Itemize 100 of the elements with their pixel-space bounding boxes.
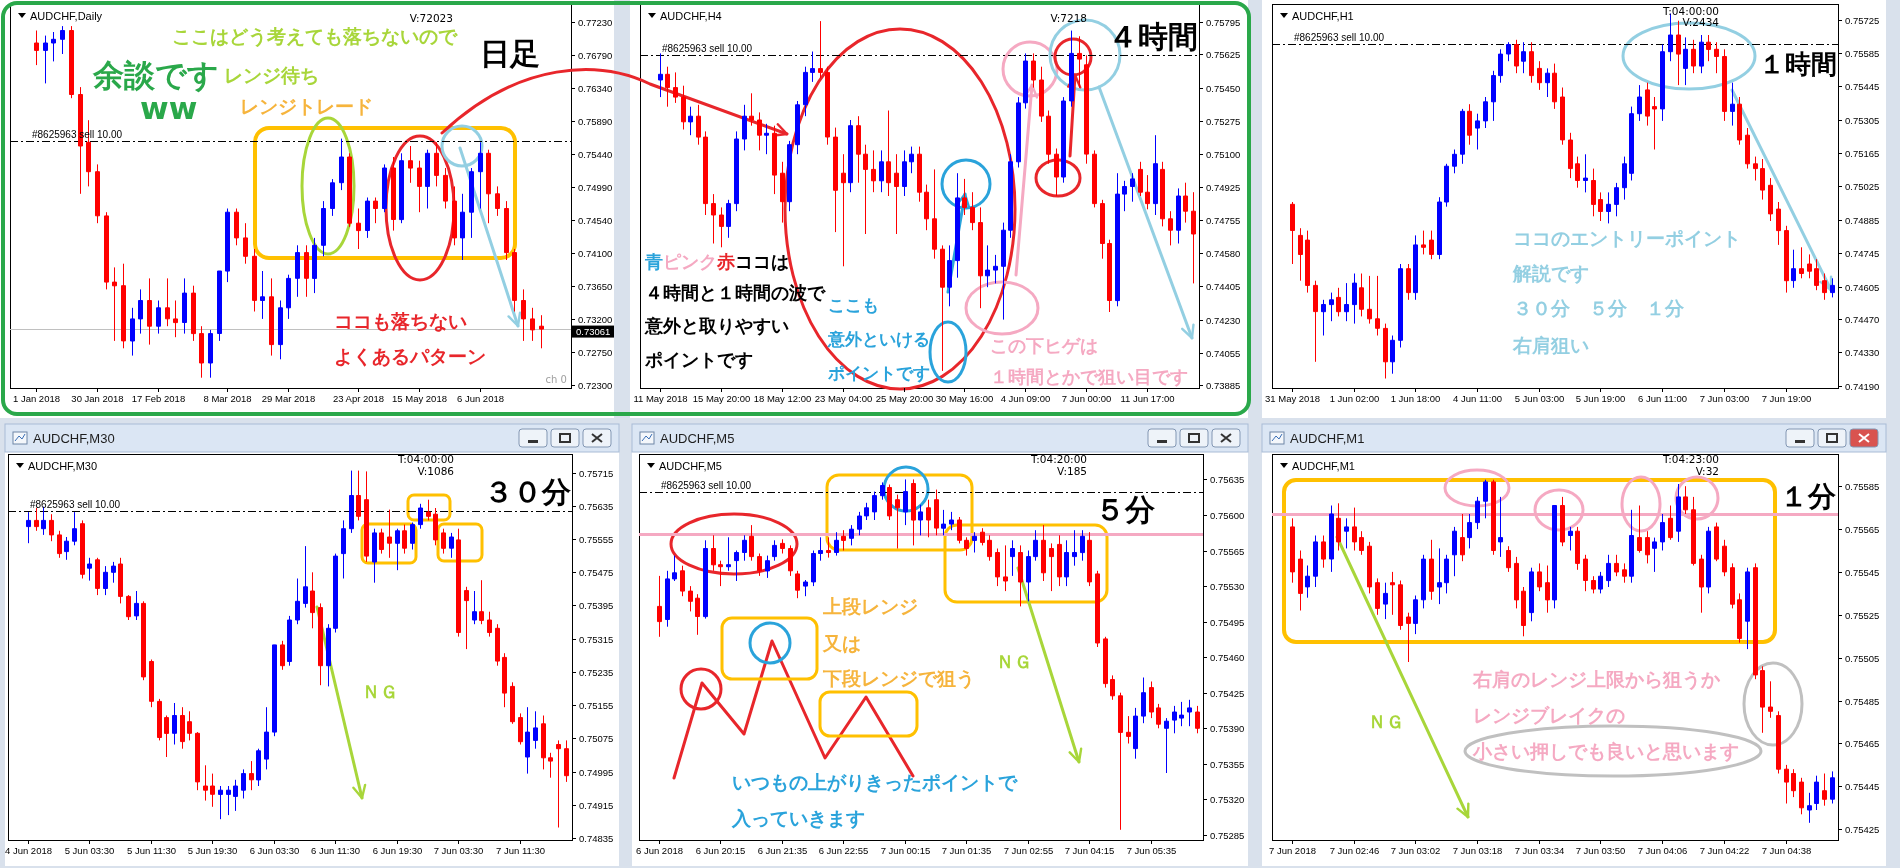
annotation: V:7218 [1050,11,1087,24]
ref-line-label: #8625963 sell 10.00 [1294,31,1385,43]
y-tick-label: 0.75465 [1845,738,1880,749]
y-tick-label: 0.72750 [578,347,613,358]
x-tick-label: 7 Jun 02:46 [1329,845,1380,856]
y-tick-label: 0.75315 [579,634,614,645]
x-tick-label: 11 Jun 17:00 [1120,393,1175,404]
x-tick-label: 5 Jun 11:30 [127,845,176,856]
y-tick-label: 0.75585 [1845,481,1880,492]
x-tick-label: 23 Apr 2018 [332,393,385,404]
annotation: V:2434 [1682,15,1719,28]
annotation: １時間とかで狙い目です [990,366,1188,388]
annotation: 余談です [93,57,219,94]
annotation: 右肩のレンジ上限から狙うか [1473,667,1720,690]
y-tick-label: 0.74470 [1845,314,1880,325]
x-tick-label: 7 Jun 04:06 [1637,845,1688,856]
y-tick-label: 0.74580 [1206,248,1241,259]
ref-line-label: 0.73061 [576,325,611,337]
chart-title: AUDCHF,H4 [660,10,722,22]
y-tick-label: 0.74745 [1845,248,1880,259]
chart-title: AUDCHF,M30 [28,460,98,472]
annotation: T:04:00:00 [1663,4,1719,17]
annotation: 入っていきます [732,806,865,829]
ref-line-label: #8625963 sell 10.00 [661,479,752,491]
y-tick-label: 0.75505 [1845,653,1880,664]
y-tick-label: 0.75495 [1210,617,1245,628]
y-tick-label: 0.73885 [1206,380,1241,391]
y-tick-label: 0.74100 [578,248,613,259]
x-tick-label: 7 Jun 04:38 [1761,845,1812,856]
annotation: いつもの上がりきったポイントで [732,770,1017,793]
x-tick-label: 15 May 20:00 [692,393,751,404]
annotation: １分 [1780,480,1836,514]
y-tick-label: 0.75275 [1206,116,1241,127]
y-tick-label: 0.75565 [1845,524,1880,535]
x-tick-label: 1 Jun 02:00 [1329,393,1380,404]
y-tick-label: 0.77230 [578,17,613,28]
annotation: レンジブレイクの [1473,703,1625,726]
x-tick-label: 6 Jun 2018 [636,845,683,856]
y-tick-label: 0.74835 [579,833,614,844]
x-tick-label: 7 Jun 19:00 [1761,393,1812,404]
annotation: V:32 [1695,464,1719,477]
y-tick-label: 0.75585 [1845,48,1880,59]
x-tick-label: 7 Jun 00:00 [1061,393,1112,404]
annotation: 青 [645,251,663,273]
chart-title: AUDCHF,H1 [1292,10,1354,22]
window-title: AUDCHF,M5 [660,431,735,446]
y-tick-label: 0.75555 [579,534,614,545]
annotation: 下段レンジで狙う [823,666,975,689]
x-tick-label: 6 Jun 11:00 [1638,393,1687,404]
y-tick-label: 0.75445 [1845,781,1880,792]
annotation: ポイントです [645,349,753,371]
annotation: 意外と取りやすい [645,315,789,337]
y-tick-label: 0.74755 [1206,215,1241,226]
annotation: ４時間 [1108,18,1198,54]
annotation: T:04:23:00 [1663,452,1719,465]
x-tick-label: 7 Jun 04:15 [1064,845,1115,856]
annotation: 小さい押しでも良いと思います [1473,739,1739,762]
x-tick-label: 6 Jun 20:15 [695,845,746,856]
x-tick-label: 7 Jun 04:22 [1699,845,1750,856]
x-tick-label: 7 Jun 01:35 [941,845,992,856]
ref-line-label: #8625963 sell 10.00 [30,498,121,510]
y-tick-label: 0.74925 [1206,182,1241,193]
annotation: 解説です [1513,261,1589,284]
y-tick-label: 0.75565 [1210,546,1245,557]
y-tick-label: 0.75475 [579,567,614,578]
x-tick-label: 1 Jan 2018 [13,393,60,404]
y-tick-label: 0.75285 [1210,830,1245,841]
annotation: T:04:20:00 [1031,452,1087,465]
y-tick-label: 0.75635 [579,501,614,512]
y-tick-label: 0.75425 [1845,824,1880,835]
y-tick-label: 0.75450 [1206,83,1241,94]
x-tick-label: 29 Mar 2018 [261,393,316,404]
y-tick-label: 0.75890 [578,116,613,127]
y-tick-label: 0.75075 [579,733,614,744]
y-tick-label: 0.74605 [1845,282,1880,293]
annotation: ここはどう考えても落ちないので [172,24,457,47]
y-tick-label: 0.74540 [578,215,613,226]
y-tick-label: 0.75100 [1206,149,1241,160]
x-tick-label: 5 Jun 03:30 [64,845,115,856]
annotation: レンジ待ち [224,63,319,86]
y-tick-label: 0.74330 [1845,347,1880,358]
y-tick-label: 0.75725 [1845,15,1880,26]
y-tick-label: 0.74055 [1206,348,1241,359]
x-tick-label: 4 Jun 2018 [5,845,52,856]
annotation: ５分 [1095,491,1155,527]
x-tick-label: 1 Jun 18:00 [1390,393,1441,404]
x-tick-label: 5 Jun 03:00 [1514,393,1565,404]
x-tick-label: 5 Jun 19:00 [1575,393,1626,404]
annotation: V:1086 [417,464,454,477]
window-title: AUDCHF,M1 [1290,431,1365,446]
x-tick-label: 7 Jun 03:00 [1699,393,1750,404]
annotation: ピンク [663,251,717,273]
y-tick-label: 0.75445 [1845,81,1880,92]
annotation: ＮＧ [362,681,398,703]
y-tick-label: 0.75795 [1206,17,1241,28]
y-tick-label: 0.74405 [1206,281,1241,292]
y-tick-label: 0.75460 [1210,652,1245,663]
y-tick-label: 0.75165 [1845,148,1880,159]
y-tick-label: 0.75155 [579,700,614,711]
x-tick-label: 7 Jun 03:02 [1390,845,1441,856]
